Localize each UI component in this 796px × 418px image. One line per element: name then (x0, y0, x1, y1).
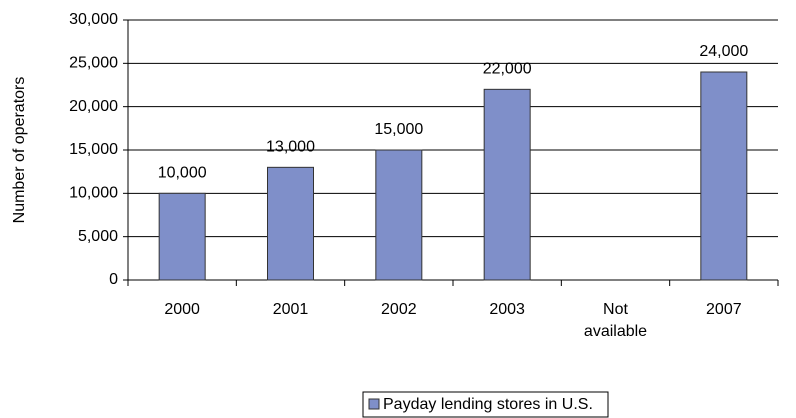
data-label: 10,000 (158, 165, 207, 182)
y-tick-label: 30,000 (69, 11, 118, 28)
x-tick-label: 2007 (706, 301, 742, 318)
x-tick-label: Not available (583, 301, 648, 340)
data-label: 15,000 (374, 121, 423, 138)
bar (700, 71, 748, 281)
y-tick-label: 25,000 (69, 55, 118, 72)
y-tick-label: 10,000 (69, 185, 118, 202)
bar (483, 88, 531, 281)
y-tick-label: 20,000 (69, 98, 118, 115)
bar (267, 166, 314, 281)
legend-box (362, 391, 609, 418)
y-tick-label: 0 (109, 271, 118, 288)
y-tick-label: 5,000 (78, 228, 118, 245)
bar (158, 192, 206, 281)
x-tick-label: 2002 (381, 301, 417, 318)
x-tick-label: 2003 (489, 301, 525, 318)
legend-swatch (368, 398, 380, 410)
bar (375, 149, 423, 281)
legend-label: Payday lending stores in U.S. (383, 396, 593, 413)
y-tick-label: 15,000 (69, 141, 118, 158)
x-tick-label: 2000 (164, 301, 200, 318)
data-label: 24,000 (699, 43, 748, 60)
data-label: 22,000 (483, 61, 532, 78)
x-tick-label: 2001 (272, 301, 309, 318)
data-label: 13,000 (266, 139, 315, 156)
y-axis-label: Number of operators (11, 77, 28, 224)
